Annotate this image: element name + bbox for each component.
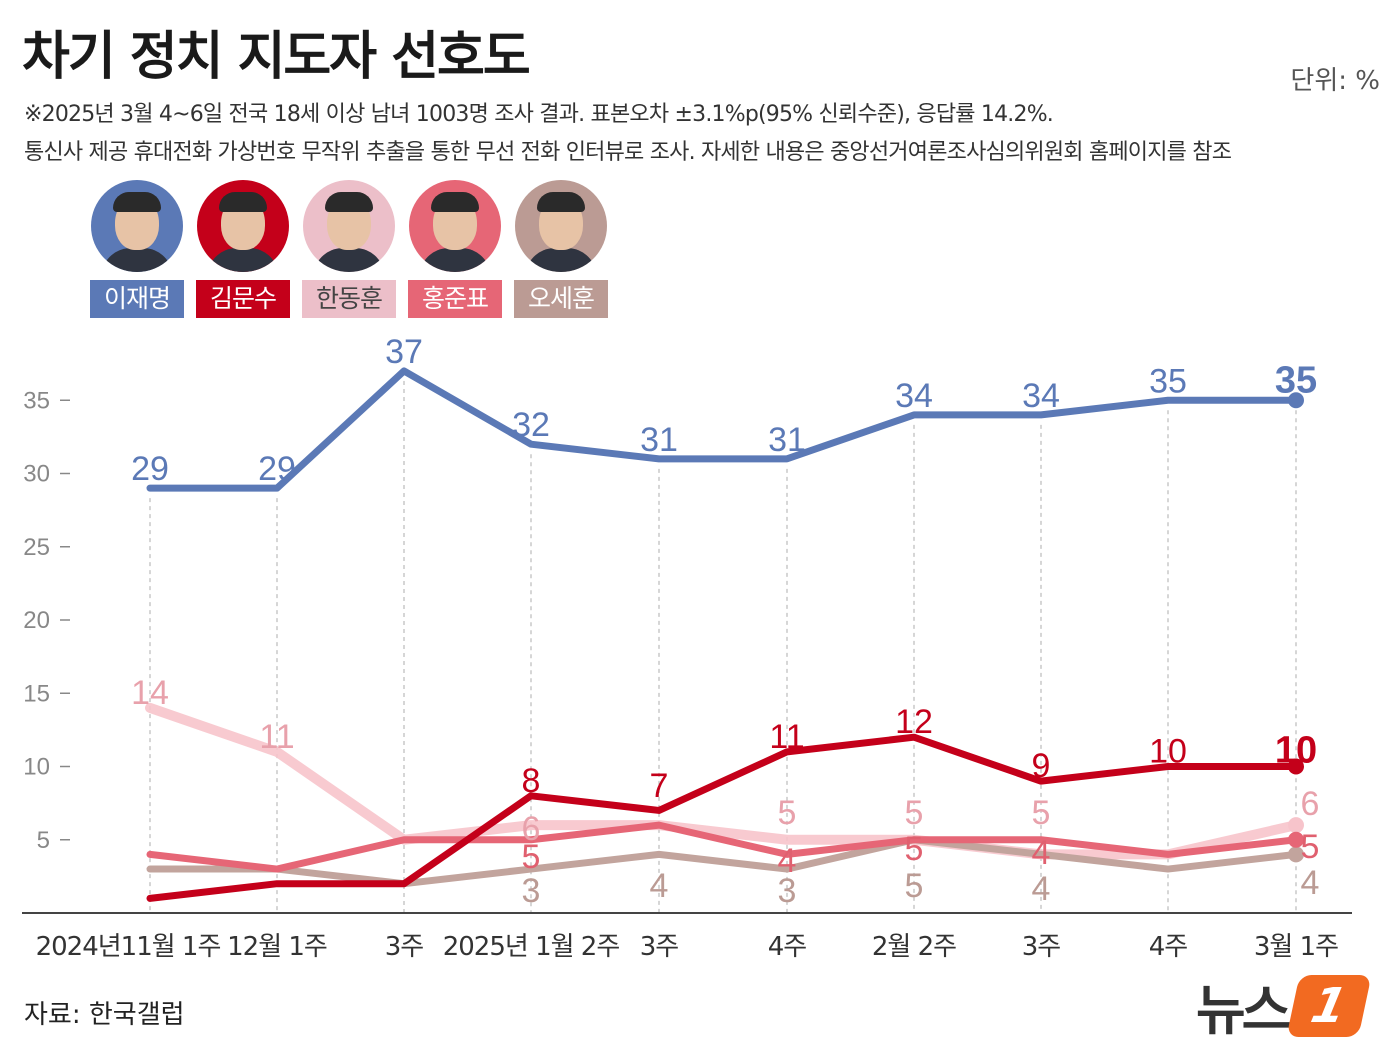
- y-tick-label: 20: [23, 607, 50, 634]
- data-label: 34: [1022, 377, 1060, 415]
- x-tick-label: 3주: [1022, 932, 1061, 962]
- data-label: 35: [1149, 362, 1187, 400]
- y-tick-label: 25: [23, 534, 50, 561]
- y-tick-label: 5: [37, 827, 50, 854]
- legend-label: 홍준표: [408, 280, 502, 318]
- data-label: 3: [522, 872, 541, 910]
- legend-label: 이재명: [90, 280, 184, 318]
- data-label: 14: [131, 674, 169, 712]
- unit-label: 단위: %: [1290, 66, 1380, 96]
- series-line-0: [146, 367, 1300, 492]
- y-tick-label: 10: [23, 754, 50, 781]
- x-tick-label: 2025년 1월 2주: [443, 932, 620, 962]
- x-tick-label: 3주: [640, 932, 679, 962]
- legend: 이재명 김문수 한동훈 홍준표 오세훈: [84, 180, 614, 318]
- legend-item-oh: 오세훈: [508, 180, 614, 318]
- page-title: 차기 정치 지도자 선호도: [22, 27, 531, 87]
- data-label: 5: [778, 794, 797, 832]
- data-label: 5: [905, 794, 924, 832]
- data-label: 4: [778, 842, 797, 880]
- legend-item-kim: 김문수: [190, 180, 296, 318]
- data-label: 34: [895, 377, 933, 415]
- x-tick-label: 3월 1주: [1254, 932, 1338, 962]
- x-tick-label: 2024년11월 1주: [36, 932, 221, 962]
- data-label: 4: [1032, 870, 1051, 908]
- survey-note-line1: ※2025년 3월 4~6일 전국 18세 이상 남녀 1003명 조사 결과.…: [24, 102, 1054, 127]
- data-label: 35: [1275, 359, 1317, 401]
- data-label: 5: [522, 838, 541, 876]
- portrait-avatar: [515, 180, 607, 272]
- data-label: 37: [385, 333, 423, 371]
- series-end-point-4: [1288, 846, 1304, 863]
- data-label: 4: [1032, 834, 1051, 872]
- data-label: 4: [650, 867, 669, 905]
- portrait-avatar: [409, 180, 501, 272]
- x-tick-label: 12월 1주: [227, 932, 327, 962]
- data-label: 10: [1275, 730, 1317, 772]
- legend-item-han: 한동훈: [296, 180, 402, 318]
- source-note: 자료: 한국갤럽: [24, 1000, 185, 1030]
- logo-text: 뉴스: [1196, 979, 1291, 1042]
- data-label: 5: [1301, 828, 1320, 866]
- data-label: 9: [1032, 747, 1051, 785]
- legend-label: 한동훈: [302, 280, 396, 318]
- portrait-avatar: [197, 180, 289, 272]
- legend-label: 김문수: [196, 280, 290, 318]
- data-label: 11: [769, 718, 804, 756]
- series-end-point-2: [1288, 817, 1304, 834]
- data-label: 5: [905, 830, 924, 868]
- x-tick-label: 2월 2주: [872, 932, 956, 962]
- data-label: 29: [131, 450, 169, 488]
- series-end-point-0: [1288, 392, 1304, 409]
- logo-mark-icon: 1: [1286, 974, 1372, 1037]
- news1-logo: 뉴스 1: [1196, 966, 1372, 1045]
- data-label: 4: [1301, 864, 1320, 902]
- series-end-point-3: [1288, 831, 1304, 848]
- data-label: 8: [522, 762, 541, 800]
- series-line-3: [146, 821, 1300, 873]
- y-tick-label: 30: [23, 461, 50, 488]
- data-label: 7: [650, 767, 669, 805]
- data-label: 31: [640, 421, 678, 459]
- data-label: 31: [768, 421, 806, 459]
- survey-note-line2: 통신사 제공 휴대전화 가상번호 무작위 추출을 통한 무선 전화 인터뷰로 조…: [24, 140, 1232, 165]
- x-tick-label: 4주: [1149, 932, 1188, 962]
- y-tick-label: 35: [23, 387, 50, 414]
- y-tick-label: 15: [23, 680, 50, 707]
- x-tick-label: 4주: [768, 932, 807, 962]
- data-label: 5: [1032, 794, 1051, 832]
- data-label: 10: [1149, 733, 1187, 771]
- data-label: 5: [905, 867, 924, 905]
- data-label: 32: [512, 406, 550, 444]
- data-label: 6: [522, 810, 541, 848]
- legend-item-hong: 홍준표: [402, 180, 508, 318]
- data-label: 29: [258, 450, 296, 488]
- x-tick-label: 3주: [385, 932, 424, 962]
- data-label: 3: [778, 872, 797, 910]
- series-line-2: [145, 702, 1301, 860]
- series-line-4: [146, 836, 1300, 888]
- series-end-point-1: [1288, 758, 1304, 775]
- legend-label: 오세훈: [514, 280, 608, 318]
- legend-item-lee: 이재명: [84, 180, 190, 318]
- data-label: 6: [1301, 785, 1320, 823]
- portrait-avatar: [303, 180, 395, 272]
- data-label: 11: [259, 718, 294, 756]
- series-line-1: [146, 733, 1300, 902]
- portrait-avatar: [91, 180, 183, 272]
- data-label: 12: [895, 703, 933, 741]
